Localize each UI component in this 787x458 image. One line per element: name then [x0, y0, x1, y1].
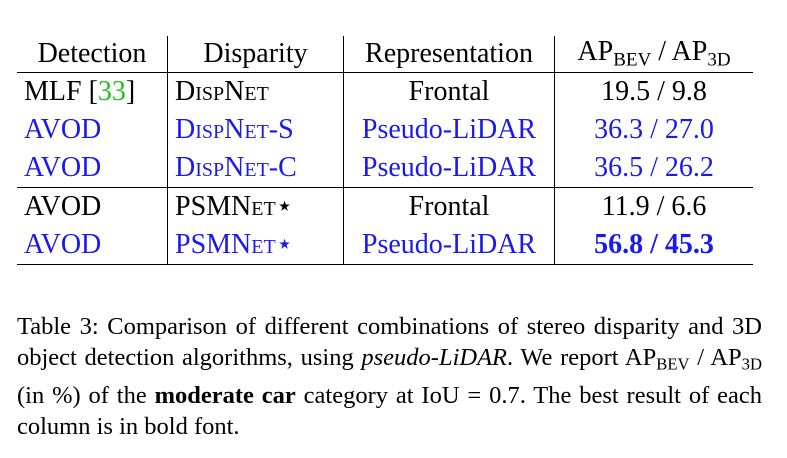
text-run: moderate car [154, 381, 296, 409]
table-cell: DispNet-S [167, 111, 344, 149]
text-run: DispNet [175, 76, 269, 107]
text-run: 36.3 / 27.0 [594, 114, 714, 145]
text-run: 3D [707, 49, 731, 71]
text-run: Table 3: Comparison of different combina… [17, 313, 762, 371]
text-run: Pseudo-LiDAR [361, 229, 537, 260]
table-row: AVOD PSMNet⋆ Frontal 11.9 / 6.6 [17, 187, 753, 227]
table-cell: 19.5 / 9.8 [554, 72, 753, 111]
table-body: Detection Disparity Representation APBEV / … [17, 36, 753, 265]
table-row: AVOD DispNet-S Pseudo-LiDAR 36.3 / 27.0 [17, 111, 753, 149]
header-row: Detection Disparity Representation APBEV / … [17, 36, 753, 73]
text-run: (in %) of the [17, 381, 155, 409]
table-cell: Pseudo-LiDAR [343, 111, 555, 149]
text-run: PSMNet [175, 191, 276, 222]
table-cell: Frontal [343, 72, 555, 111]
text-run: . We report AP [507, 344, 657, 371]
results-table: Detection Disparity Representation APBEV / … [17, 36, 753, 265]
text-run: pseudo-LiDAR [361, 344, 507, 371]
table-cell: AVOD [17, 226, 168, 265]
text-run: 33 [97, 76, 126, 107]
text-run: AVOD [24, 229, 102, 260]
text-run: BEV [613, 49, 652, 71]
table-cell: 56.8 / 45.3 [554, 226, 753, 265]
text-run: AVOD [24, 191, 102, 222]
table-cell: 11.9 / 6.6 [554, 187, 753, 226]
table-cell: Pseudo-LiDAR [343, 149, 555, 188]
header-cell: Detection [17, 36, 168, 73]
text-run: ⋆ [275, 191, 294, 222]
text-run: category at IoU = 0.7. The best result o… [17, 381, 762, 440]
text-run: Pseudo-LiDAR [361, 152, 537, 183]
text-run: Frontal [408, 191, 490, 222]
table-cell: AVOD [17, 149, 168, 188]
header-cell: Disparity [167, 36, 344, 73]
text-run: MLF [ [24, 76, 98, 107]
text-run: DispNet-C [175, 152, 297, 183]
header-cell: Representation [343, 36, 555, 73]
table-cell: 36.3 / 27.0 [554, 111, 753, 149]
text-run: 36.5 / 26.2 [594, 152, 714, 183]
table-caption: Table 3: Comparison of different combina… [17, 311, 762, 442]
table-cell: DispNet-C [167, 149, 344, 188]
text-run: Frontal [408, 76, 490, 107]
table-cell: DispNet [167, 72, 344, 111]
header-cell: APBEV / AP3D [554, 36, 753, 73]
table-cell: AVOD [17, 111, 168, 149]
table-row: MLF [33] DispNet Frontal 19.5 / 9.8 [17, 72, 753, 112]
text-run: 19.5 / 9.8 [601, 76, 707, 107]
table-cell: Pseudo-LiDAR [343, 226, 555, 265]
text-run: 56.8 / 45.3 [594, 229, 714, 260]
table-cell: PSMNet⋆ [167, 187, 344, 226]
text-run: PSMNet [175, 229, 276, 260]
text-run: BEV [656, 354, 690, 374]
text-run: ⋆ [275, 229, 294, 260]
table-cell: 36.5 / 26.2 [554, 149, 753, 188]
table-cell: MLF [33] [17, 73, 168, 112]
text-run: / AP [651, 36, 708, 68]
text-run: Pseudo-LiDAR [361, 114, 537, 145]
table-row: AVOD DispNet-C Pseudo-LiDAR 36.5 / 26.2 [17, 149, 753, 188]
text-run: Representation [365, 38, 533, 69]
text-run: ] [125, 76, 136, 107]
text-run: DispNet-S [175, 114, 294, 145]
text-run: 11.9 / 6.6 [601, 191, 707, 222]
table-cell: Frontal [343, 187, 555, 226]
text-run: Disparity [203, 38, 308, 69]
text-run: Detection [37, 38, 147, 69]
text-run: / AP [689, 344, 742, 371]
table-cell: AVOD [17, 188, 168, 227]
text-run: 3D [741, 354, 763, 374]
text-run: AP [577, 36, 614, 68]
text-run: AVOD [24, 152, 102, 183]
text-run: AVOD [24, 114, 102, 145]
table-cell: PSMNet⋆ [167, 226, 344, 265]
table-row: AVOD PSMNet⋆ Pseudo-LiDAR 56.8 / 45.3 [17, 226, 753, 265]
